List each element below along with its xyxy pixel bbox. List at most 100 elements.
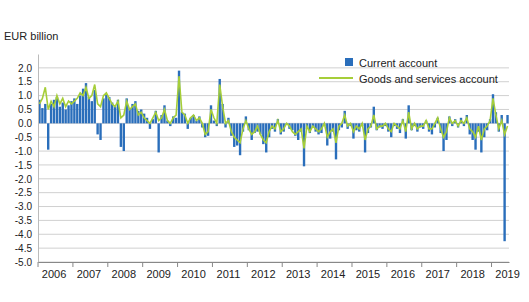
marks	[38, 71, 508, 242]
year-divider	[456, 262, 457, 267]
year-dividers	[38, 262, 491, 267]
y-tick: -2.5	[15, 187, 38, 198]
x-tick-label: 2007	[77, 268, 101, 280]
bar	[79, 96, 81, 124]
y-tick-label: 2.0	[18, 63, 32, 74]
y-tick: 0.0	[18, 118, 38, 129]
bar	[62, 103, 64, 124]
year-divider	[282, 262, 283, 267]
y-tick-label: 0.0	[18, 118, 32, 129]
legend-item: Current account	[345, 57, 437, 69]
y-tick: 0.5	[18, 104, 38, 115]
x-tick: 2010	[181, 262, 205, 280]
bar	[175, 118, 177, 124]
bar	[157, 123, 159, 152]
legend: Current account Goods and services accoun…	[319, 57, 498, 85]
y-tick-label: -2.5	[15, 187, 33, 198]
legend-label: Goods and services account	[359, 73, 498, 85]
bar	[50, 104, 52, 123]
x-tick-label: 2018	[460, 268, 484, 280]
bar	[44, 104, 46, 123]
y-tick: 1.5	[18, 76, 38, 87]
x-tick: 2009	[146, 262, 170, 280]
bar	[67, 105, 69, 123]
x-axis-line	[39, 262, 510, 263]
grid-line	[38, 67, 509, 68]
grid-line	[38, 220, 509, 221]
grid-line	[38, 262, 509, 263]
chart: EUR billion-5.0-4.5-4.0-3.5-3.0-2.5-2.0-…	[0, 0, 529, 302]
legend-item: Goods and services account	[319, 73, 498, 85]
x-tick-label: 2015	[356, 268, 380, 280]
y-tick-label: -4.5	[15, 243, 33, 254]
grid-line	[38, 178, 509, 179]
y-tick: -4.0	[15, 229, 38, 240]
y-tick: -1.0	[15, 146, 38, 157]
x-tick-label: 2011	[217, 268, 241, 280]
y-tick-label: 1.5	[18, 76, 32, 87]
x-tick: 2007	[77, 262, 101, 280]
grid-line	[38, 137, 509, 138]
year-divider	[491, 262, 492, 267]
y-tick-label: -1.0	[15, 146, 33, 157]
bar	[114, 107, 116, 124]
x-tick-label: 2006	[42, 268, 66, 280]
y-tick-label: -3.5	[15, 215, 33, 226]
y-tick-label: -1.5	[15, 160, 33, 171]
bar	[236, 123, 238, 145]
x-tick-label: 2013	[286, 268, 310, 280]
legend-label: Current account	[359, 57, 437, 69]
x-tick-label: 2016	[391, 268, 415, 280]
chart-title: EUR billion	[4, 30, 58, 42]
x-tick-label: 2019	[495, 268, 519, 280]
bar	[59, 107, 61, 124]
grid-line	[38, 164, 509, 165]
bar	[96, 123, 98, 134]
bar	[64, 109, 66, 123]
grid-line	[38, 234, 509, 235]
bar	[102, 98, 104, 123]
bar	[76, 104, 78, 123]
legend-swatch	[319, 77, 353, 79]
bar	[503, 123, 505, 241]
line	[39, 76, 507, 148]
bar	[105, 94, 107, 123]
x-tick: 2014	[321, 262, 345, 280]
y-axis-line	[38, 55, 39, 263]
x-axis: 2006 2007 2008 2009 2010 2011 2012 2013 2014 2015…	[39, 262, 520, 280]
year-divider	[38, 262, 39, 267]
x-tick-label: 2014	[321, 268, 345, 280]
x-tick-label: 2010	[181, 268, 205, 280]
y-tick-label: -0.5	[15, 132, 33, 143]
y-tick: -1.5	[15, 160, 38, 171]
y-tick-label: -4.0	[15, 229, 33, 240]
y-tick: 2.0	[18, 63, 38, 74]
bar	[317, 123, 319, 134]
grid-line	[38, 206, 509, 207]
x-tick: 2017	[426, 262, 450, 280]
x-tick-label: 2012	[251, 268, 275, 280]
y-tick-label: -5.0	[15, 257, 33, 268]
year-divider	[351, 262, 352, 267]
x-tick: 2019	[495, 262, 519, 280]
bar	[120, 123, 122, 147]
x-tick: 2012	[251, 262, 275, 280]
y-tick: -5.0	[15, 257, 38, 268]
grid	[38, 68, 509, 262]
year-divider	[72, 262, 73, 267]
bar	[41, 108, 43, 123]
year-divider	[212, 262, 213, 267]
y-tick: 1.0	[18, 90, 38, 101]
x-tick: 2016	[391, 262, 415, 280]
y-tick-label: -2.0	[15, 174, 33, 185]
y-axis: -5.0 -4.5 -4.0 -3.5 -3.0 -2.5 -2.0 -1.5 -1.0 -0.5…	[15, 55, 39, 268]
bar	[91, 101, 93, 123]
year-divider	[107, 262, 108, 267]
x-tick: 2008	[112, 262, 136, 280]
y-tick-label: -3.0	[15, 201, 33, 212]
year-divider	[421, 262, 422, 267]
year-divider	[386, 262, 387, 267]
bar	[123, 123, 125, 151]
x-tick: 2011	[217, 262, 241, 280]
y-tick: -3.0	[15, 201, 38, 212]
